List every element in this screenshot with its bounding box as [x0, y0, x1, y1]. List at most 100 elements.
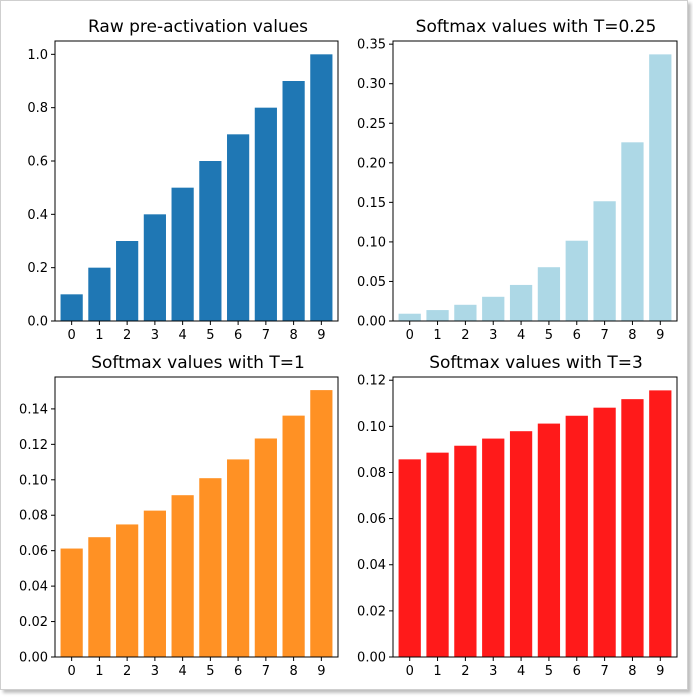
- bar-0-6: [227, 134, 250, 321]
- y-tick-label-1-1: 0.05: [357, 275, 386, 290]
- subplot-2: Softmax values with T=1 0 1 2 3 4 5 6 7 8 9 0.00 0.…: [19, 353, 339, 679]
- x-tick-label-0-7: 7: [262, 328, 270, 343]
- y-tick-label-0-3: 0.6: [27, 155, 48, 170]
- chart-title-3: Softmax values with T=3: [429, 353, 643, 373]
- x-tick-label-2-5: 5: [206, 664, 214, 679]
- bar-3-7: [593, 407, 616, 657]
- y-tick-label-0-5: 1.0: [27, 48, 48, 63]
- bar-2-8: [282, 415, 305, 657]
- y-tick-label-3-5: 0.10: [357, 420, 386, 435]
- bar-3-4: [509, 431, 533, 657]
- y-tick-label-0-1: 0.2: [27, 261, 48, 276]
- x-tick-label-1-4: 4: [517, 328, 525, 343]
- bar-2-2: [116, 524, 139, 657]
- x-tick-label-3-7: 7: [600, 664, 608, 679]
- bar-1-3: [482, 296, 505, 321]
- bar-2-7: [254, 438, 277, 657]
- bar-1-8: [621, 142, 644, 321]
- bar-1-9: [649, 54, 672, 322]
- subplot-1: Softmax values with T=0.25 0 1 2 3 4 5 6 7 8 9 0.0…: [357, 17, 678, 343]
- bar-3-1: [426, 452, 449, 657]
- x-tick-label-0-6: 6: [234, 328, 242, 343]
- x-tick-label-3-1: 1: [433, 664, 441, 679]
- bar-2-3: [143, 510, 166, 657]
- bar-0-0: [60, 294, 83, 321]
- y-tick-label-1-2: 0.10: [357, 235, 386, 250]
- x-tick-label-1-6: 6: [573, 328, 581, 343]
- bar-1-0: [398, 313, 421, 321]
- axes-frame-3: [392, 376, 678, 658]
- bar-2-6: [227, 459, 250, 657]
- bar-3-9: [649, 390, 672, 657]
- y-tick-label-2-3: 0.06: [19, 544, 48, 559]
- y-tick-label-2-1: 0.02: [19, 615, 48, 630]
- bar-3-6: [565, 415, 588, 657]
- bar-2-0: [60, 548, 83, 657]
- bar-0-9: [310, 54, 333, 321]
- x-tick-label-2-7: 7: [262, 664, 270, 679]
- y-tick-label-2-5: 0.10: [19, 473, 48, 488]
- x-tick-label-1-8: 8: [628, 328, 636, 343]
- x-tick-label-3-2: 2: [461, 664, 469, 679]
- x-tick-label-1-0: 0: [406, 328, 414, 343]
- y-tick-label-2-0: 0.00: [19, 651, 48, 666]
- x-tick-label-2-9: 9: [317, 664, 325, 679]
- x-tick-label-3-3: 3: [489, 664, 497, 679]
- x-tick-label-2-8: 8: [289, 664, 297, 679]
- y-tick-label-1-6: 0.30: [357, 77, 386, 92]
- y-tick-label-3-1: 0.02: [357, 604, 386, 619]
- x-tick-label-1-1: 1: [433, 328, 441, 343]
- axes-frame-2: [54, 376, 339, 658]
- bar-2-5: [199, 478, 222, 657]
- bar-3-5: [537, 423, 561, 657]
- x-tick-label-1-2: 2: [461, 328, 469, 343]
- chart-title-2: Softmax values with T=1: [91, 353, 305, 373]
- y-tick-label-2-7: 0.14: [19, 402, 48, 417]
- bar-1-7: [593, 201, 616, 321]
- bar-3-8: [621, 399, 644, 657]
- x-tick-label-3-9: 9: [656, 664, 664, 679]
- bar-1-4: [509, 284, 533, 321]
- subplot-3: Softmax values with T=3 0 1 2 3 4 5 6 7 8 9 0.00 0.…: [357, 353, 678, 679]
- chart-title-0: Raw pre-activation values: [88, 17, 308, 37]
- bar-2-4: [171, 495, 194, 657]
- bar-3-2: [454, 445, 477, 657]
- chart-title-1: Softmax values with T=0.25: [416, 17, 657, 37]
- y-tick-label-0-0: 0.0: [27, 315, 48, 330]
- bar-2-1: [88, 537, 111, 657]
- x-tick-label-2-3: 3: [151, 664, 159, 679]
- axes-frame-0: [54, 40, 339, 322]
- bar-1-6: [565, 240, 588, 321]
- x-tick-label-2-6: 6: [234, 664, 242, 679]
- x-tick-label-0-9: 9: [317, 328, 325, 343]
- x-tick-label-1-9: 9: [656, 328, 664, 343]
- x-tick-label-2-4: 4: [178, 664, 186, 679]
- x-tick-label-3-0: 0: [406, 664, 414, 679]
- x-tick-label-0-0: 0: [68, 328, 76, 343]
- y-tick-label-2-4: 0.08: [19, 509, 48, 524]
- y-tick-label-3-6: 0.12: [357, 374, 386, 389]
- x-tick-label-1-5: 5: [545, 328, 553, 343]
- x-tick-label-1-7: 7: [600, 328, 608, 343]
- y-tick-label-0-4: 0.8: [27, 101, 48, 116]
- bar-0-1: [88, 267, 111, 321]
- x-tick-label-0-4: 4: [178, 328, 186, 343]
- bar-3-0: [398, 459, 421, 657]
- x-tick-label-3-5: 5: [545, 664, 553, 679]
- bar-2-9: [310, 390, 333, 657]
- y-tick-label-2-6: 0.12: [19, 438, 48, 453]
- y-tick-label-1-0: 0.00: [357, 315, 386, 330]
- subplot-0: Raw pre-activation values 0 1 2 3 4 5 6 7 8 9 0.0 0…: [27, 17, 339, 343]
- bar-0-7: [254, 107, 277, 321]
- y-tick-label-1-3: 0.15: [357, 196, 386, 211]
- bar-1-1: [426, 310, 449, 321]
- bar-1-5: [537, 267, 561, 321]
- bar-3-3: [482, 438, 505, 657]
- x-tick-label-3-6: 6: [573, 664, 581, 679]
- y-tick-label-3-3: 0.06: [357, 512, 386, 527]
- y-tick-label-1-7: 0.35: [357, 38, 386, 53]
- y-tick-label-3-2: 0.04: [357, 558, 386, 573]
- axes-frame-1: [392, 40, 678, 322]
- bar-1-2: [454, 304, 477, 321]
